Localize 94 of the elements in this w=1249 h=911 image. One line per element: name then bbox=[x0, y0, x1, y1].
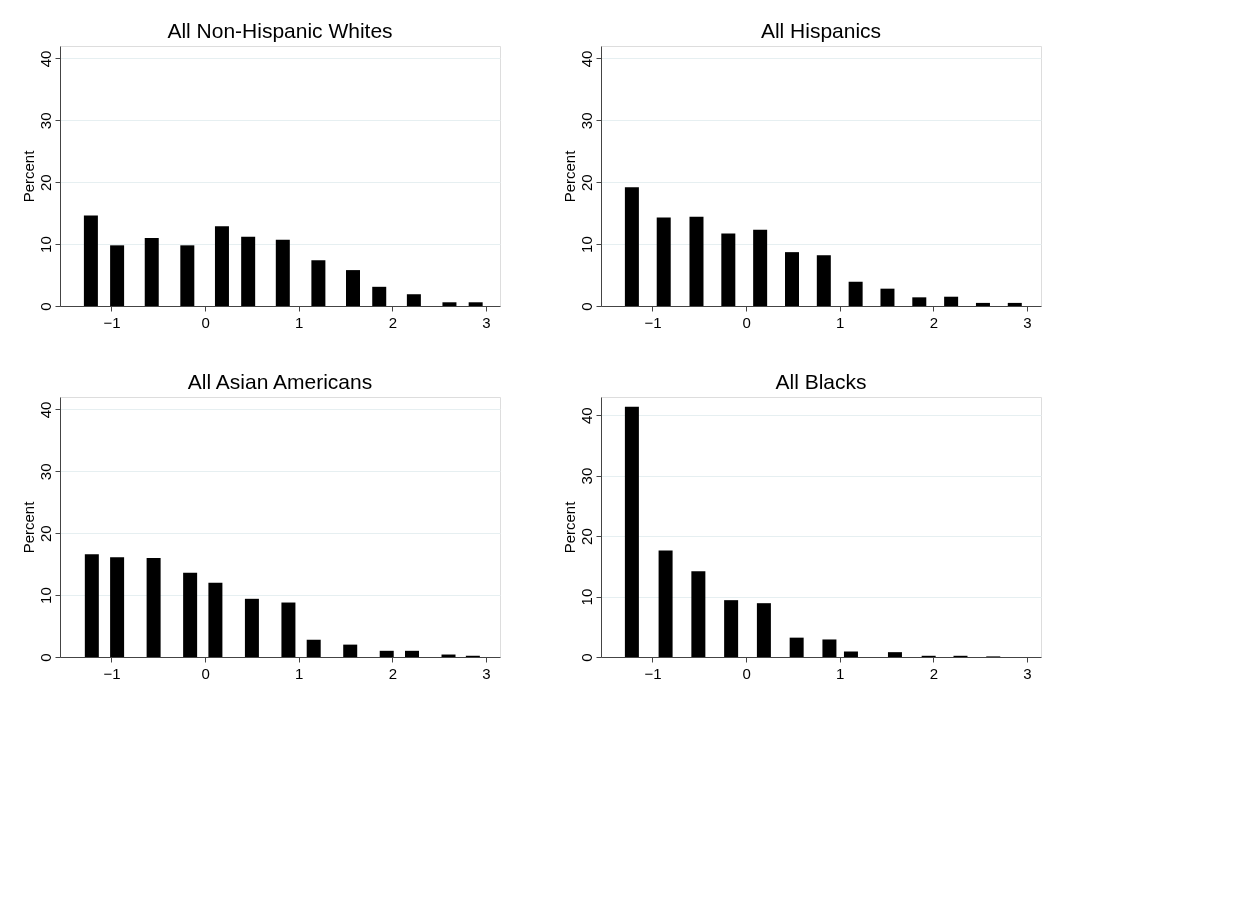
x-tick-label: 2 bbox=[929, 664, 939, 682]
y-axis-title: Percent bbox=[19, 500, 37, 554]
bar bbox=[244, 598, 259, 657]
y-tick-label: 10 bbox=[36, 587, 54, 604]
bar bbox=[84, 554, 99, 657]
x-tick-label: 1 bbox=[836, 313, 845, 331]
x-tick-label: 0 bbox=[742, 313, 751, 331]
bar bbox=[912, 297, 927, 306]
y-tick-label: 20 bbox=[36, 174, 54, 192]
x-tick-label: 2 bbox=[929, 313, 939, 331]
x-tick-label: 2 bbox=[388, 313, 398, 331]
bar bbox=[848, 281, 863, 306]
x-tick-label: 3 bbox=[1023, 313, 1032, 331]
bar bbox=[784, 252, 799, 306]
y-tick-label: 10 bbox=[36, 236, 54, 253]
bar bbox=[281, 602, 296, 657]
bar bbox=[689, 216, 704, 306]
bar bbox=[183, 572, 198, 657]
bar bbox=[146, 557, 161, 657]
y-tick-label: 30 bbox=[36, 463, 54, 481]
bar bbox=[789, 637, 804, 657]
bar bbox=[624, 406, 639, 657]
bar bbox=[275, 239, 290, 306]
bar bbox=[816, 255, 831, 306]
x-tick-label: −1 bbox=[103, 313, 121, 331]
bar bbox=[379, 650, 394, 657]
bar bbox=[180, 245, 195, 306]
bar bbox=[624, 187, 639, 306]
y-axis-title: Percent bbox=[560, 500, 578, 554]
y-tick-label: 40 bbox=[36, 401, 54, 419]
x-tick-label: 3 bbox=[1023, 664, 1032, 682]
x-tick-label: 1 bbox=[295, 664, 304, 682]
bar bbox=[975, 302, 990, 306]
bar bbox=[887, 652, 902, 657]
y-tick-label: 20 bbox=[36, 525, 54, 543]
y-tick-label: 0 bbox=[36, 302, 54, 311]
y-tick-label: 30 bbox=[36, 112, 54, 130]
bar bbox=[406, 294, 421, 306]
chart-title: All Blacks bbox=[775, 370, 867, 393]
bar bbox=[214, 226, 229, 306]
y-tick-label: 10 bbox=[577, 588, 595, 606]
bar bbox=[208, 582, 223, 657]
bar bbox=[756, 603, 771, 657]
x-tick-label: 0 bbox=[742, 664, 751, 682]
y-axis-title: Percent bbox=[19, 149, 37, 203]
bar bbox=[110, 557, 125, 657]
y-tick-label: 0 bbox=[36, 653, 54, 662]
bar bbox=[241, 236, 256, 306]
y-tick-label: 0 bbox=[577, 302, 595, 311]
bar bbox=[372, 286, 387, 306]
chart-title: All Hispanics bbox=[760, 19, 882, 42]
bar bbox=[468, 302, 483, 306]
bar bbox=[405, 650, 419, 657]
x-tick-label: 1 bbox=[836, 664, 845, 682]
bar bbox=[691, 571, 706, 657]
bar bbox=[1007, 302, 1022, 306]
x-tick-label: −1 bbox=[644, 313, 662, 331]
x-tick-label: −1 bbox=[103, 664, 121, 682]
bar bbox=[656, 217, 671, 306]
bar bbox=[658, 550, 673, 657]
y-tick-label: 20 bbox=[577, 174, 595, 192]
bar bbox=[311, 260, 326, 306]
bar bbox=[753, 229, 768, 306]
bar bbox=[442, 302, 457, 306]
bar bbox=[880, 288, 895, 306]
x-tick-label: 0 bbox=[201, 313, 210, 331]
y-tick-label: 0 bbox=[577, 653, 595, 662]
y-tick-label: 40 bbox=[36, 50, 54, 68]
y-tick-label: 40 bbox=[577, 50, 595, 68]
x-tick-label: 2 bbox=[388, 664, 398, 682]
bar bbox=[144, 237, 159, 306]
chart-title: All Asian Americans bbox=[187, 370, 373, 393]
y-axis-title: Percent bbox=[560, 149, 578, 203]
x-tick-label: 3 bbox=[482, 313, 491, 331]
y-tick-label: 40 bbox=[577, 407, 595, 424]
bar bbox=[721, 233, 736, 306]
x-tick-label: 0 bbox=[201, 664, 210, 682]
bar bbox=[724, 600, 739, 657]
y-tick-label: 30 bbox=[577, 467, 595, 485]
chart-title: All Non-Hispanic Whites bbox=[167, 19, 393, 42]
y-tick-label: 20 bbox=[577, 528, 595, 545]
x-tick-label: −1 bbox=[644, 664, 662, 682]
bar bbox=[822, 639, 837, 657]
bar bbox=[343, 644, 358, 657]
bar bbox=[306, 639, 321, 657]
x-tick-label: 1 bbox=[295, 313, 304, 331]
bar bbox=[944, 296, 959, 306]
y-tick-label: 30 bbox=[577, 112, 595, 130]
bar bbox=[110, 245, 125, 306]
bar bbox=[346, 270, 361, 306]
bar bbox=[83, 215, 98, 306]
y-tick-label: 10 bbox=[577, 236, 595, 253]
x-tick-label: 3 bbox=[482, 664, 491, 682]
bar bbox=[843, 651, 858, 657]
